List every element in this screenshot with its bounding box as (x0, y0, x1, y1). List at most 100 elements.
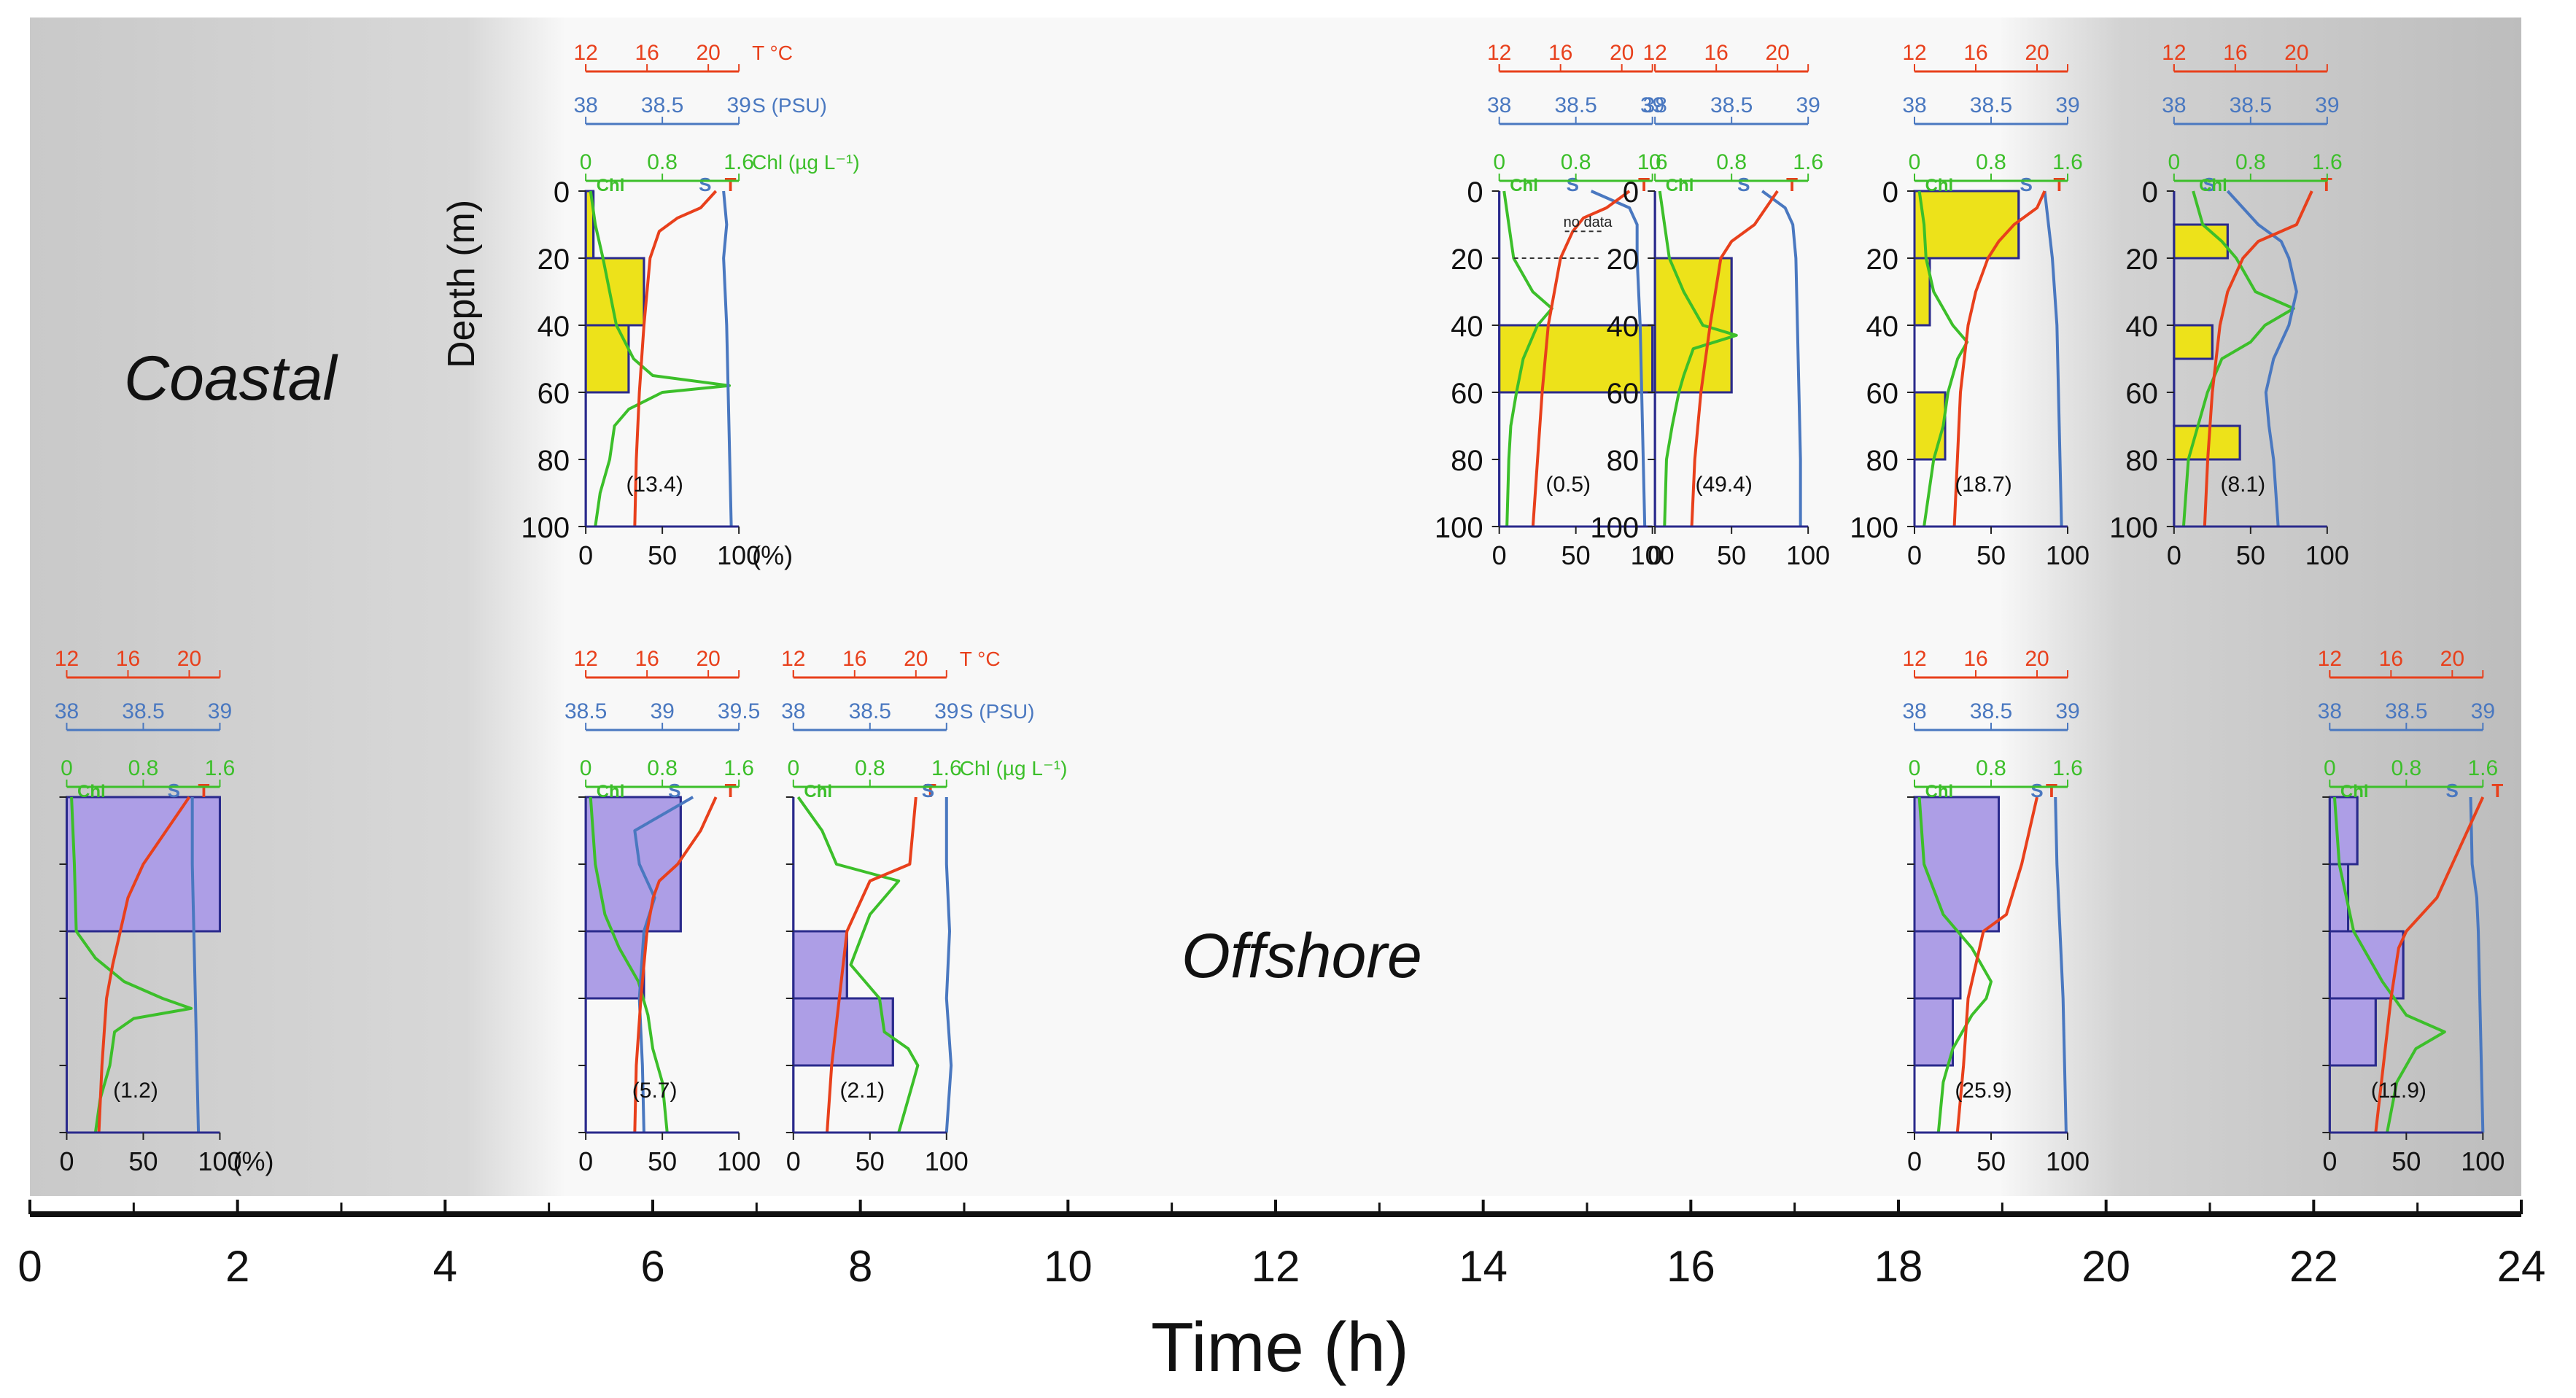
temperature-tag: T (725, 174, 737, 195)
salinity-scale-label: 38.5 (2230, 93, 2272, 117)
temperature-tag: T (2054, 174, 2065, 195)
temperature-scale-label: 16 (1963, 647, 1987, 671)
salinity-scale-label: 38.5 (1710, 93, 1753, 117)
salinity-scale-label: 39 (726, 93, 750, 117)
temperature-scale-label: 12 (1642, 41, 1667, 65)
salinity-unit: S (PSU) (752, 94, 827, 117)
chlorophyll-scale-label: 1.6 (2312, 150, 2343, 174)
temperature-scale-label: 12 (55, 647, 79, 671)
salinity-scale-label: 39 (208, 699, 232, 723)
depth-tick-label: 0 (1467, 176, 1483, 209)
salinity-profile-line (944, 797, 953, 1133)
chlorophyll-scale-label: 1.6 (723, 150, 754, 174)
salinity-scale-label: 38.5 (849, 699, 891, 723)
temperature-scale-label: 20 (2440, 647, 2464, 671)
depth-tick-label: 0 (1882, 176, 1898, 209)
percent-value: (2.1) (839, 1079, 885, 1103)
depth-tick-label: 80 (1451, 445, 1483, 477)
temperature-scale-label: 16 (1963, 41, 1987, 65)
time-axis-label: Time (h) (1151, 1308, 1409, 1386)
percent-value: (1.2) (113, 1079, 158, 1103)
salinity-profile-line (722, 190, 733, 527)
percentage-step-line (792, 797, 894, 1133)
temperature-scale-label: 16 (2223, 41, 2247, 65)
temperature-scale-label: 20 (696, 41, 720, 65)
salinity-tag: S (2030, 780, 2043, 801)
salinity-profile-line (190, 797, 201, 1133)
percent-tick-label: 50 (1976, 540, 2006, 570)
salinity-scale-label: 38.5 (122, 699, 164, 723)
percent-tick-label: 100 (1631, 540, 1675, 570)
salinity-scale-label: 38 (55, 699, 79, 723)
percent-tick-label: 50 (1717, 540, 1746, 570)
percent-tick-label: 100 (198, 1146, 241, 1176)
chlorophyll-scale-label: 0 (1649, 150, 1661, 174)
percent-tick-label: 0 (1492, 540, 1507, 570)
salinity-profile-line (2226, 190, 2298, 527)
temperature-scale-label: 20 (696, 647, 720, 671)
chlorophyll-tag: Chl (2199, 176, 2227, 195)
salinity-scale-label: 39 (2055, 699, 2079, 723)
percent-value: (49.4) (1695, 473, 1752, 497)
chlorophyll-scale-label: 0.8 (1976, 150, 2006, 174)
offshore-label: Offshore (1182, 921, 1422, 991)
time-tick-label: 10 (1044, 1242, 1093, 1291)
chlorophyll-tag: Chl (1925, 782, 1954, 801)
depth-tick-label: 20 (1866, 244, 1899, 276)
salinity-unit: S (PSU) (960, 700, 1035, 723)
temperature-scale-label: 16 (2379, 647, 2403, 671)
temperature-scale-label: 12 (1487, 41, 1511, 65)
percentage-bar (792, 997, 894, 1067)
time-tick-label: 18 (1874, 1242, 1923, 1291)
depth-tick-label: 40 (538, 311, 570, 343)
depth-tick-label: 80 (2125, 445, 2158, 477)
salinity-scale-label: 39 (1796, 93, 1820, 117)
percent-tick-label: 0 (2167, 540, 2181, 570)
temperature-scale-label: 16 (1548, 41, 1572, 65)
salinity-scale-label: 39 (2315, 93, 2339, 117)
chlorophyll-scale-label: 0 (1493, 150, 1505, 174)
salinity-scale-label: 38.5 (565, 699, 607, 723)
temperature-scale-label: 16 (116, 647, 140, 671)
depth-tick-label: 20 (538, 244, 570, 276)
percent-tick-label: 50 (1976, 1146, 2006, 1176)
time-axis: 0 2 4 6 8 10 12 14 16 18 20 22 24 (18, 1200, 2545, 1291)
temperature-scale-label: 20 (2284, 41, 2308, 65)
depth-axis-label: Depth (m) (441, 200, 483, 368)
salinity-scale-label: 38 (1902, 699, 1926, 723)
salinity-tag: S (1567, 174, 1579, 195)
percentage-bar (1913, 391, 1947, 461)
percent-tick-label: 50 (128, 1146, 158, 1176)
chlorophyll-profile-line (796, 796, 920, 1133)
depth-tick-label: 80 (538, 445, 570, 477)
percent-tick-label: 50 (648, 1146, 677, 1176)
chlorophyll-scale-label: 0 (1909, 756, 1921, 780)
chlorophyll-scale-label: 1.6 (723, 756, 754, 780)
time-tick-label: 4 (433, 1242, 457, 1291)
temperature-profile-line (633, 796, 718, 1133)
temperature-tag: T (725, 780, 737, 801)
temperature-tag: T (1786, 174, 1798, 195)
percent-tick-label: 0 (2322, 1146, 2337, 1176)
salinity-scale-label: 38 (1902, 93, 1926, 117)
depth-tick-label: 100 (1435, 512, 1483, 544)
time-tick-label: 14 (1459, 1242, 1508, 1291)
chlorophyll-scale-label: 0.8 (128, 756, 159, 780)
depth-tick-label: 60 (1607, 378, 1640, 410)
percent-tick-label: 50 (1561, 540, 1591, 570)
depth-tick-label: 40 (1451, 311, 1483, 343)
depth-tick-label: 60 (1866, 378, 1899, 410)
temperature-scale-label: 20 (2025, 41, 2049, 65)
salinity-scale-label: 39 (2055, 93, 2079, 117)
depth-tick-label: 100 (1850, 512, 1898, 544)
salinity-tag: S (699, 174, 711, 195)
temperature-unit: T °C (960, 648, 1001, 670)
temperature-scale-label: 12 (781, 647, 805, 671)
chlorophyll-tag: Chl (597, 176, 625, 195)
percent-tick-label: 50 (2391, 1146, 2421, 1176)
